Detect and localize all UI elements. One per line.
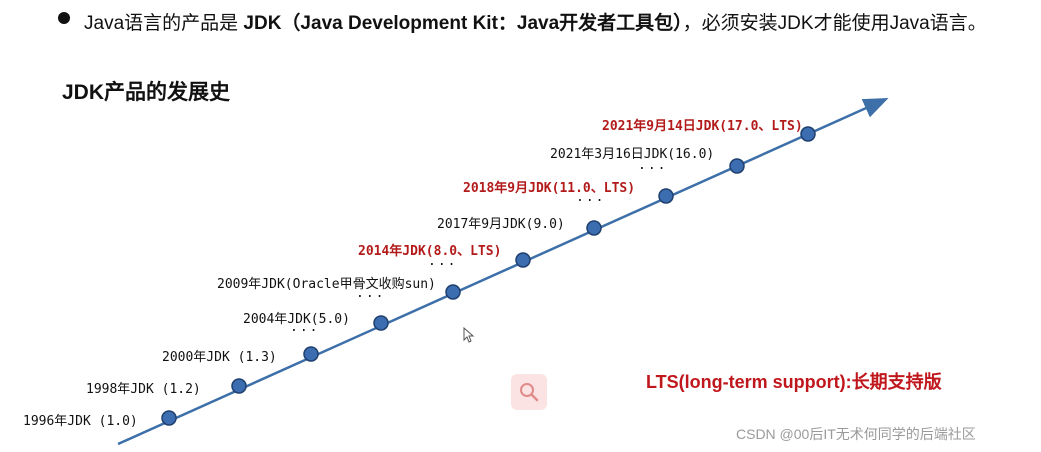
milestone-label: 1998年JDK (1.2): [86, 382, 201, 397]
milestone-label: 2004年JDK(5.0): [243, 312, 350, 327]
milestone-label-lts: 2018年9月JDK(11.0、LTS): [463, 181, 636, 196]
milestone-label: 2009年JDK(Oracle甲骨文收购sun): [217, 277, 436, 292]
search-icon: [520, 383, 539, 402]
ellipsis-marker: ...: [290, 320, 320, 335]
intro-product: JDK（Java Development Kit：Java开发者工具包）: [243, 13, 683, 34]
milestone-label: 2021年3月16日JDK(16.0): [550, 147, 715, 162]
ellipsis-marker: ...: [356, 286, 386, 301]
milestone-node: [303, 346, 319, 362]
milestone-node: [515, 252, 531, 268]
milestone-node: [658, 188, 674, 204]
milestone-label: 2017年9月JDK(9.0): [437, 217, 565, 232]
milestone-label-lts: 2014年JDK(8.0、LTS): [358, 244, 502, 259]
milestone-node: [729, 158, 745, 174]
bullet-icon: [58, 12, 70, 24]
milestone-node: [231, 378, 247, 394]
search-button[interactable]: [511, 374, 547, 410]
watermark: CSDN @00后IT无术何同学的后端社区: [736, 426, 976, 442]
intro-suffix: ，必须安装JDK才能使用Java语言。: [682, 13, 987, 34]
milestone-node: [800, 126, 816, 142]
milestone-label-lts: 2021年9月14日JDK(17.0、LTS): [602, 119, 803, 134]
lts-note: LTS(long-term support):长期支持版: [646, 372, 942, 392]
milestone-label: 2000年JDK (1.3): [162, 350, 277, 365]
mouse-cursor-icon: [463, 327, 475, 343]
ellipsis-marker: ...: [576, 190, 606, 205]
intro-prefix: Java语言的产品是: [84, 13, 244, 34]
milestone-node: [373, 315, 389, 331]
ellipsis-marker: ...: [638, 158, 668, 173]
section-title: JDK产品的发展史: [62, 81, 231, 104]
milestone-node: [586, 220, 602, 236]
ellipsis-marker: ...: [428, 254, 458, 269]
milestone-node: [445, 284, 461, 300]
milestone-node: [161, 410, 177, 426]
milestone-label: 1996年JDK (1.0): [23, 414, 138, 429]
